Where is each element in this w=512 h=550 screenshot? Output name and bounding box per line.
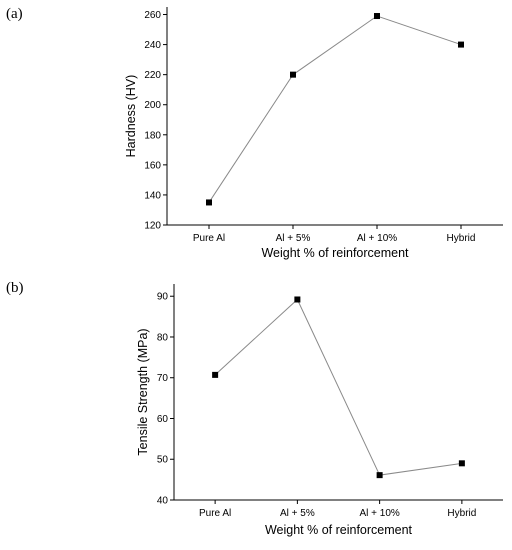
panel-a-data-point bbox=[206, 199, 212, 206]
panel-a-x-tick-label: Al + 5% bbox=[276, 233, 311, 244]
panel-a-y-axis-title: Hardness (HV) bbox=[124, 75, 138, 158]
panel-a-y-tick-label: 240 bbox=[144, 40, 161, 51]
panel-a-x-tick-label: Al + 10% bbox=[357, 233, 397, 244]
panel-a-y-tick-label: 200 bbox=[144, 100, 161, 111]
panel-b-y-tick-label: 60 bbox=[157, 414, 169, 425]
panel-b-y-axis-title: Tensile Strength (MPa) bbox=[136, 328, 150, 455]
panel-b-data-point bbox=[376, 472, 383, 479]
panel-b-y-tick-label: 40 bbox=[157, 496, 169, 507]
panel-b-x-tick-label: Al + 5% bbox=[280, 508, 315, 519]
panel-a-y-tick-label: 220 bbox=[144, 70, 161, 81]
panel-a-data-point bbox=[290, 71, 296, 78]
panel-b-data-point bbox=[458, 460, 465, 467]
panel-a-y-tick-label: 120 bbox=[144, 221, 161, 232]
panel-b-series-line bbox=[214, 298, 462, 476]
panel-b-x-axis-title: Weight % of reinforcement bbox=[265, 523, 413, 537]
panel-b-label: (b) bbox=[6, 280, 24, 296]
panel-a-data-point bbox=[374, 13, 380, 20]
panel-b-y-tick-label: 70 bbox=[157, 373, 169, 384]
chart-panel-a: (a) Hardness (HV) Weight % of reinforcem… bbox=[6, 6, 503, 260]
panel-a-series-line bbox=[208, 15, 462, 203]
panel-b-x-tick-label: Hybrid bbox=[447, 508, 476, 519]
panel-a-y-tick-label: 140 bbox=[144, 190, 161, 201]
panel-b-data-point bbox=[294, 296, 301, 303]
panel-b-x-tick-label: Al + 10% bbox=[359, 508, 399, 519]
panel-a-x-tick-label: Hybrid bbox=[447, 233, 476, 244]
panel-a-x-tick-label: Pure Al bbox=[193, 233, 225, 244]
panel-a-data-point bbox=[458, 41, 464, 48]
panel-b-x-tick-label: Pure Al bbox=[199, 508, 231, 519]
panel-b-y-tick-label: 80 bbox=[157, 332, 169, 343]
panel-a-y-tick-label: 180 bbox=[144, 130, 161, 141]
panel-b-y-tick-label: 90 bbox=[157, 292, 169, 303]
panel-b-data-point bbox=[212, 371, 219, 378]
chart-panel-b: (b) Tensile Strength (MPa) Weight % of r… bbox=[6, 280, 503, 537]
panel-a-x-axis-title: Weight % of reinforcement bbox=[261, 246, 409, 260]
panel-a-label: (a) bbox=[6, 6, 23, 22]
panel-a-y-tick-label: 260 bbox=[144, 10, 161, 21]
panel-a-y-tick-label: 160 bbox=[144, 160, 161, 171]
panel-b-y-tick-label: 50 bbox=[157, 455, 169, 466]
